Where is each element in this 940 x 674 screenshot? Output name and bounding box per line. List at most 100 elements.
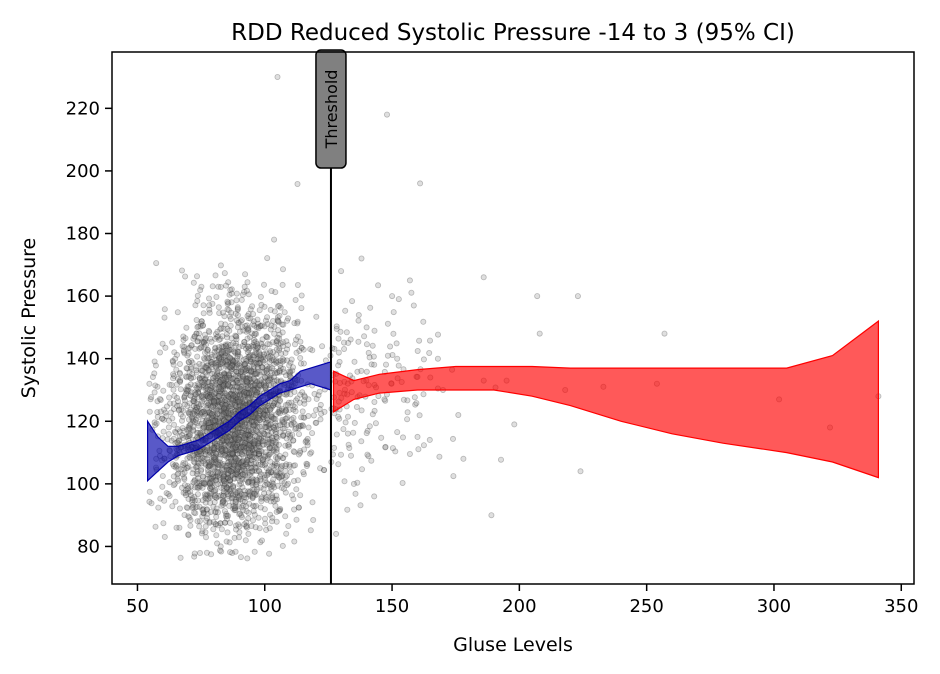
scatter-point [233, 467, 240, 474]
scatter-point [159, 340, 166, 347]
scatter-point [229, 397, 236, 404]
scatter-point [229, 494, 236, 501]
scatter-point [262, 420, 269, 427]
scatter-point [196, 518, 203, 525]
scatter-point [196, 482, 203, 489]
scatter-point [186, 514, 193, 521]
scatter-point [219, 499, 226, 506]
scatter-point [198, 530, 205, 537]
scatter-point [250, 363, 257, 370]
scatter-point [236, 399, 243, 406]
scatter-point [245, 395, 252, 402]
scatter-point [335, 461, 342, 468]
scatter-point [202, 499, 209, 506]
scatter-point [229, 394, 236, 401]
scatter-point [197, 344, 204, 351]
scatter-point [232, 444, 239, 451]
scatter-point [266, 550, 273, 557]
scatter-point [241, 469, 248, 476]
scatter-point [263, 333, 270, 340]
scatter-point [181, 343, 188, 350]
scatter-point [264, 481, 271, 488]
scatter-point [236, 353, 243, 360]
scatter-point [273, 508, 280, 515]
scatter-point [243, 436, 250, 443]
scatter-point [333, 431, 340, 438]
scatter-point [229, 400, 236, 407]
scatter-point [358, 438, 365, 445]
scatter-point [250, 342, 257, 349]
scatter-point [229, 441, 236, 448]
scatter-point [176, 437, 183, 444]
scatter-point [211, 443, 218, 450]
scatter-point [187, 522, 194, 529]
scatter-point [250, 413, 257, 420]
scatter-point [208, 471, 215, 478]
scatter-point [206, 309, 213, 316]
scatter-point [233, 397, 240, 404]
scatter-point [176, 369, 183, 376]
scatter-point [176, 428, 183, 435]
scatter-point [390, 330, 397, 337]
scatter-point [184, 387, 191, 394]
y-tick-label: 100 [66, 474, 100, 495]
y-tick-label: 220 [66, 98, 100, 119]
scatter-point [239, 365, 246, 372]
scatter-point [196, 430, 203, 437]
scatter-point [173, 462, 180, 469]
scatter-point [261, 356, 268, 363]
scatter-point [238, 296, 245, 303]
scatter-point [286, 406, 293, 413]
scatter-point [201, 423, 208, 430]
scatter-point [241, 521, 248, 528]
scatter-point [251, 441, 258, 448]
scatter-point [289, 364, 296, 371]
scatter-point [248, 393, 255, 400]
scatter-point [264, 320, 271, 327]
scatter-point [258, 494, 265, 501]
scatter-point [178, 417, 185, 424]
scatter-point [232, 447, 239, 454]
scatter-point [169, 415, 176, 422]
scatter-point [297, 354, 304, 361]
scatter-point [335, 413, 342, 420]
scatter-point [185, 423, 192, 430]
scatter-point [234, 469, 241, 476]
scatter-point [274, 369, 281, 376]
scatter-point [257, 461, 264, 468]
scatter-point [258, 448, 265, 455]
scatter-point [285, 315, 292, 322]
scatter-point [243, 287, 250, 294]
scatter-point [414, 433, 421, 440]
scatter-point [274, 303, 281, 310]
scatter-point [186, 359, 193, 366]
scatter-point [191, 477, 198, 484]
scatter-point [251, 440, 258, 447]
scatter-point [218, 380, 225, 387]
scatter-point [148, 500, 155, 507]
scatter-point [217, 444, 224, 451]
scatter-point [211, 419, 218, 426]
scatter-point [251, 388, 258, 395]
scatter-point [315, 392, 322, 399]
scatter-point [511, 421, 518, 428]
scatter-point [206, 302, 213, 309]
scatter-point [220, 349, 227, 356]
scatter-point [261, 344, 268, 351]
scatter-point [232, 429, 239, 436]
scatter-point [210, 421, 217, 428]
scatter-point [290, 448, 297, 455]
scatter-point [307, 527, 314, 534]
scatter-point [208, 411, 215, 418]
scatter-point [234, 457, 241, 464]
scatter-point [250, 385, 257, 392]
scatter-point [259, 364, 266, 371]
scatter-point [251, 412, 258, 419]
scatter-point [243, 382, 250, 389]
scatter-point [215, 385, 222, 392]
scatter-point [212, 272, 219, 279]
scatter-point [198, 344, 205, 351]
scatter-point [185, 409, 192, 416]
scatter-point [224, 357, 231, 364]
scatter-point [406, 450, 413, 457]
